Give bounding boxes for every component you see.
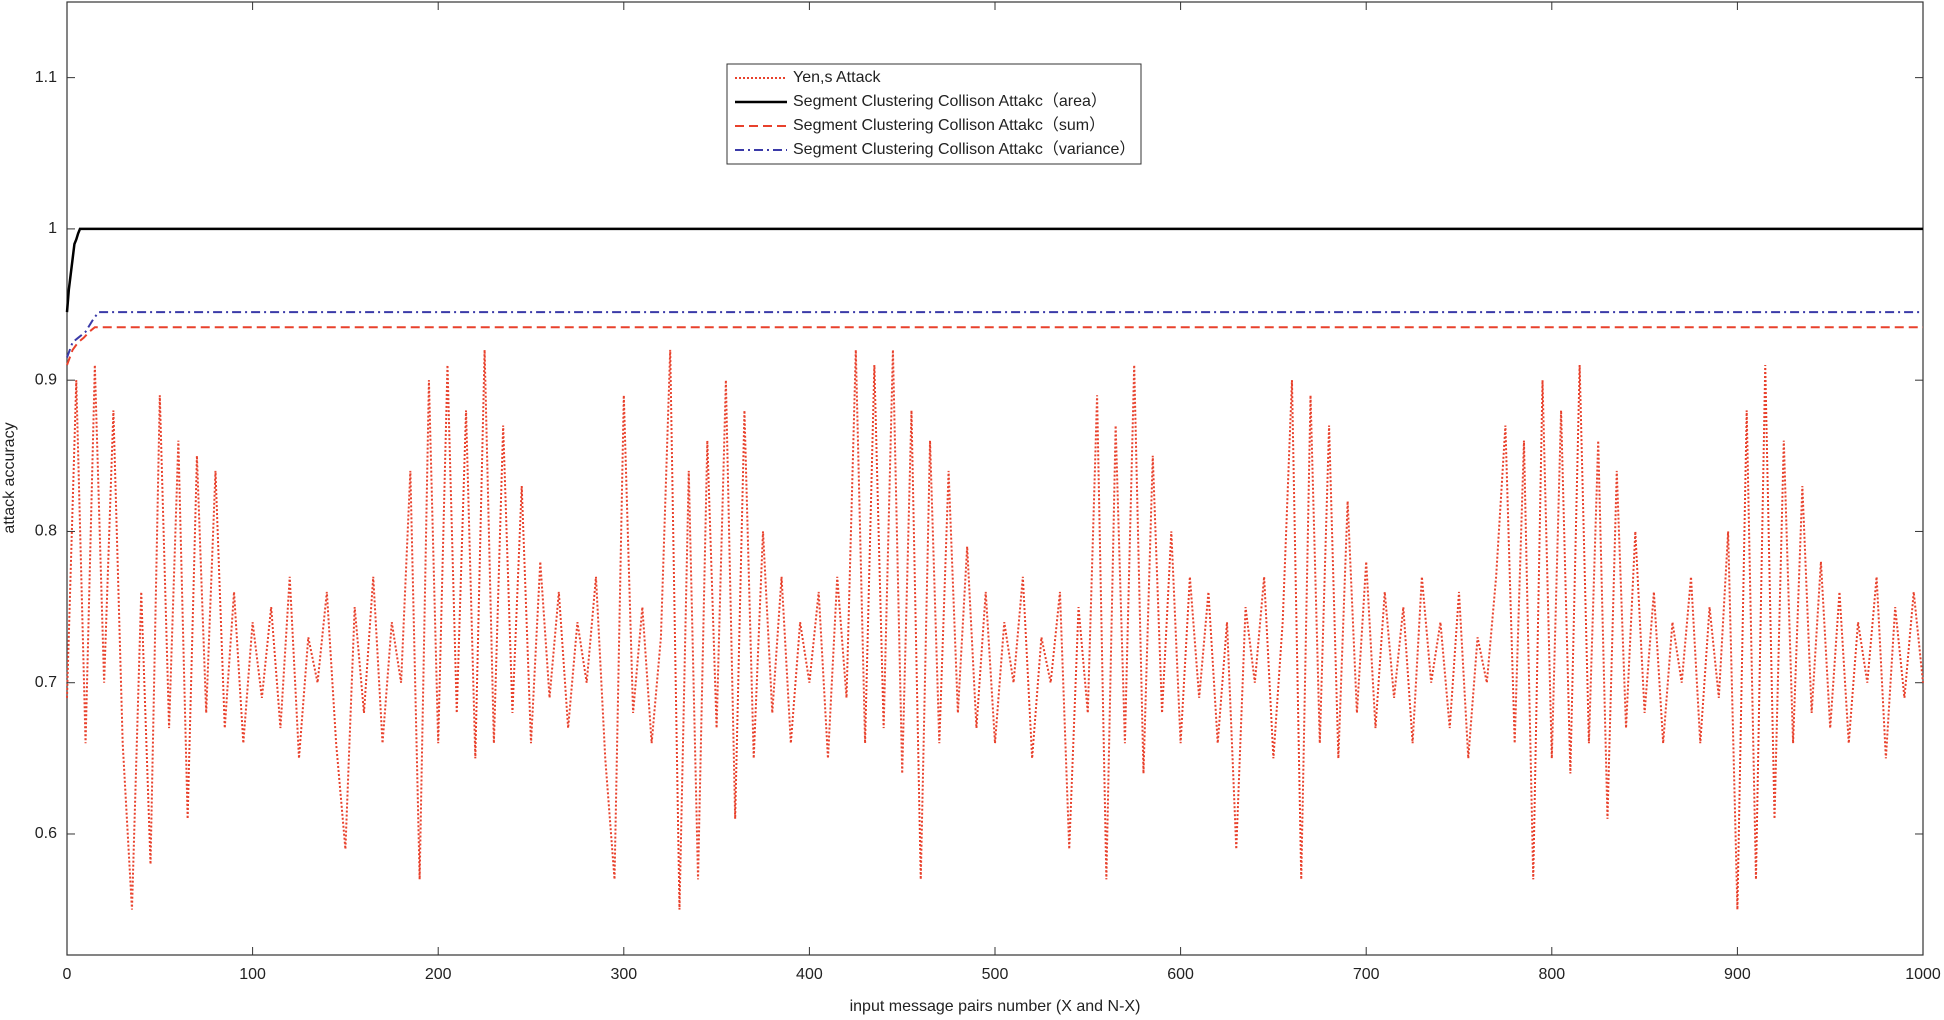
x-tick-label: 200 bbox=[425, 966, 452, 983]
x-tick-label: 900 bbox=[1724, 966, 1751, 983]
series-line bbox=[66, 311, 1923, 358]
x-tick-label: 600 bbox=[1167, 966, 1194, 983]
x-tick-label: 300 bbox=[610, 966, 637, 983]
x-tick-label: 500 bbox=[982, 966, 1009, 983]
x-tick-label: 800 bbox=[1538, 966, 1565, 983]
series-line bbox=[65, 227, 1923, 313]
y-tick-label: 0.7 bbox=[35, 674, 57, 691]
y-tick-label: 0.9 bbox=[35, 371, 57, 388]
series-line bbox=[66, 349, 1924, 910]
series-line bbox=[66, 326, 1923, 366]
legend-label: Segment Clustering Collison Attakc（varia… bbox=[793, 140, 1135, 158]
x-tick-label: 400 bbox=[796, 966, 823, 983]
x-tick-label: 0 bbox=[63, 966, 72, 983]
y-tick-label: 1 bbox=[48, 220, 57, 237]
legend-label: Segment Clustering Collison Attakc（area） bbox=[793, 92, 1107, 110]
legend-label: Segment Clustering Collison Attakc（sum） bbox=[793, 116, 1105, 134]
y-axis-label: attack accuracy bbox=[1, 422, 18, 533]
legend-box bbox=[726, 63, 1142, 165]
x-tick-label: 100 bbox=[239, 966, 266, 983]
x-tick-label: 1000 bbox=[1905, 966, 1941, 983]
y-tick-label: 0.6 bbox=[35, 825, 57, 842]
legend-label: Yen,s Attack bbox=[793, 69, 881, 86]
y-tick-label: 0.8 bbox=[35, 523, 57, 540]
x-tick-label: 700 bbox=[1353, 966, 1380, 983]
x-axis-label: input message pairs number (X and N-X) bbox=[850, 998, 1141, 1015]
y-tick-label: 1.1 bbox=[35, 69, 57, 86]
